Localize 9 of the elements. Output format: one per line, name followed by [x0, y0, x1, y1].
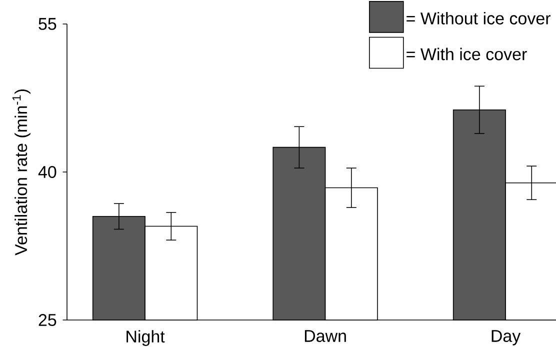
y-tick-label: 55: [38, 18, 56, 30]
x-tick-label: Dawn: [304, 330, 346, 342]
y-tick-label: 40: [38, 166, 56, 178]
x-tick-label: Night: [126, 330, 165, 346]
legend-label: = Without ice cover: [406, 12, 551, 24]
legend-label: = With ice cover: [406, 48, 527, 60]
x-tick-label: Day: [492, 330, 521, 346]
y-axis-title: Ventilation rate (min$^{-1}$): [12, 90, 30, 256]
y-tick-label: 25: [38, 314, 56, 326]
